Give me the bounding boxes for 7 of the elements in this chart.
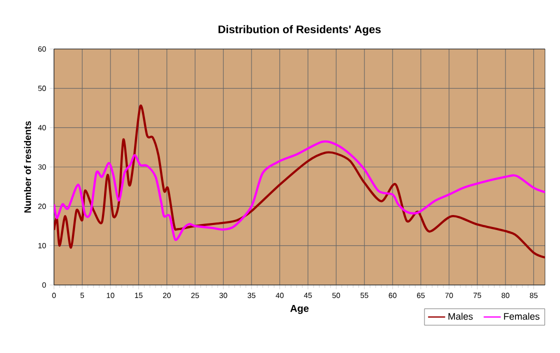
legend-label: Females <box>504 312 540 320</box>
x-axis-title: Age <box>290 304 309 314</box>
line-series <box>54 104 545 259</box>
line-series <box>54 140 545 241</box>
y-axis-title: Number of residents <box>24 121 31 213</box>
chart-title: Distribution of Residents' Ages <box>218 25 381 36</box>
legend-label: Males <box>448 312 473 320</box>
